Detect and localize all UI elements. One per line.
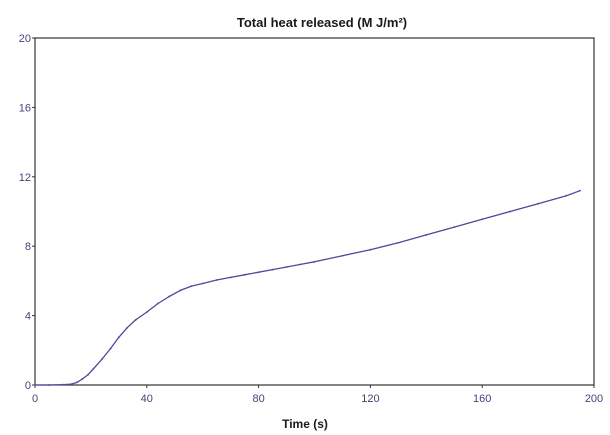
plot-area-frame bbox=[34, 37, 595, 386]
series-line bbox=[35, 190, 581, 386]
y-axis: 0 4 8 12 16 20 bbox=[19, 33, 35, 392]
x-tick-label: 40 bbox=[141, 393, 153, 405]
x-tick-label: 200 bbox=[585, 393, 603, 405]
data-point bbox=[229, 276, 232, 279]
data-point bbox=[579, 189, 581, 192]
data-point bbox=[81, 378, 84, 380]
chart-title: Total heat released (M J/m²) bbox=[237, 15, 407, 30]
data-point bbox=[157, 302, 159, 305]
y-tick-label: 8 bbox=[25, 241, 31, 253]
data-point bbox=[257, 271, 260, 274]
data-point bbox=[190, 285, 193, 288]
data-point bbox=[145, 311, 148, 314]
data-point bbox=[179, 289, 182, 292]
data-point bbox=[397, 241, 400, 244]
data-point bbox=[369, 248, 372, 251]
x-axis: 0 40 80 120 160 200 bbox=[32, 385, 603, 405]
data-point bbox=[481, 218, 484, 221]
data-point bbox=[70, 383, 73, 386]
data-point bbox=[509, 210, 512, 213]
data-point bbox=[271, 268, 274, 271]
data-point bbox=[313, 260, 316, 263]
data-point bbox=[215, 279, 218, 281]
data-point bbox=[87, 373, 90, 376]
x-tick-label: 80 bbox=[252, 393, 264, 405]
y-tick-label: 4 bbox=[25, 311, 31, 323]
data-point bbox=[285, 266, 288, 268]
data-point bbox=[34, 384, 36, 386]
data-point bbox=[299, 263, 302, 266]
x-tick-label: 120 bbox=[361, 393, 379, 405]
data-point bbox=[537, 202, 539, 205]
data-point bbox=[243, 273, 246, 276]
x-tick-label: 0 bbox=[32, 393, 38, 405]
y-tick-label: 20 bbox=[19, 33, 31, 45]
data-point bbox=[134, 319, 137, 321]
data-point bbox=[425, 234, 428, 236]
data-point bbox=[101, 358, 103, 360]
data-point bbox=[565, 194, 567, 197]
y-tick-label: 16 bbox=[19, 102, 31, 114]
data-point bbox=[109, 347, 112, 350]
data-point bbox=[76, 381, 78, 384]
data-point bbox=[126, 326, 129, 329]
x-tick-label: 160 bbox=[473, 393, 491, 405]
series-layer bbox=[34, 189, 581, 386]
data-point bbox=[48, 384, 50, 386]
data-point bbox=[341, 254, 344, 257]
x-axis-label: Time (s) bbox=[282, 417, 328, 431]
data-point bbox=[201, 282, 204, 285]
data-point bbox=[62, 383, 64, 386]
data-point bbox=[92, 367, 95, 370]
y-tick-label: 12 bbox=[19, 172, 31, 184]
data-point bbox=[117, 336, 120, 339]
data-point bbox=[168, 295, 171, 298]
y-tick-label: 0 bbox=[25, 380, 31, 392]
data-point bbox=[453, 226, 456, 229]
